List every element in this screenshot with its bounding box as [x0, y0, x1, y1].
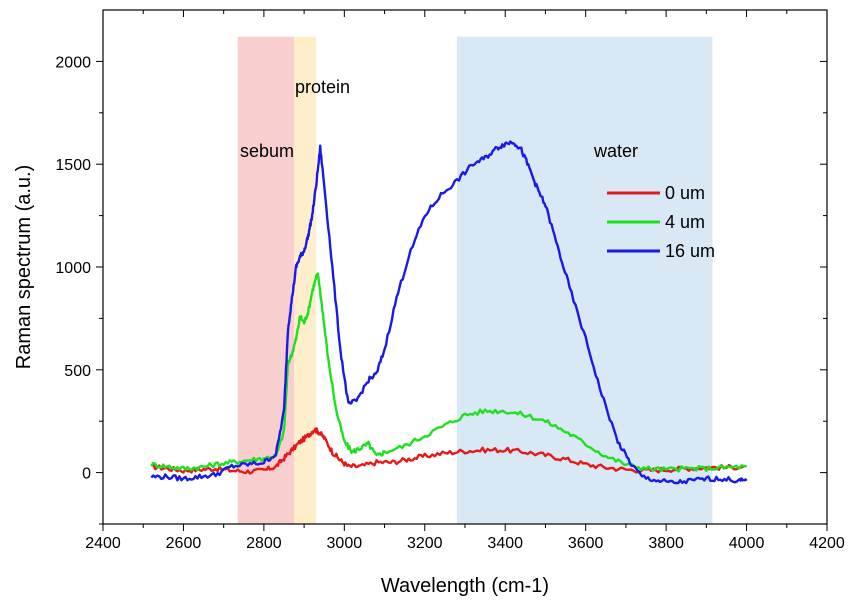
band-water: [456, 36, 713, 525]
x-tick-label: 2400: [85, 535, 121, 552]
y-tick-label: 0: [82, 466, 91, 483]
y-tick-label: 1500: [55, 157, 91, 174]
x-tick-label: 4200: [809, 535, 845, 552]
series-line-16um: [150, 140, 748, 485]
x-tick-label: 3200: [407, 535, 443, 552]
tick-labels: 2400 2600 2800 3000 3200 3400 3600 3800 4000 4200…: [55, 54, 844, 552]
x-tick-label: 3000: [327, 535, 363, 552]
band-sebum: [237, 36, 295, 525]
x-tick-label: 2800: [246, 535, 282, 552]
band-label-protein: protein: [295, 77, 350, 97]
y-tick-label: 500: [64, 363, 91, 380]
x-axis-title: Wavelength (cm-1): [381, 575, 549, 597]
series-lines: [150, 140, 748, 485]
series-line-0um: [151, 427, 747, 475]
x-tick-label: 4000: [729, 535, 765, 552]
x-tick-label: 3400: [487, 535, 523, 552]
x-tick-label: 3600: [568, 535, 604, 552]
band-label-sebum: sebum: [240, 141, 294, 161]
legend-label-0um: 0 um: [665, 183, 705, 203]
legend-label-4um: 4 um: [665, 212, 705, 232]
band-protein: [294, 36, 317, 525]
x-tick-label: 2600: [166, 535, 202, 552]
legend-label-16um: 16 um: [665, 241, 715, 261]
y-tick-label: 1000: [55, 260, 91, 277]
y-axis-title: Raman spectrum (a.u.): [13, 165, 35, 370]
band-label-water: water: [593, 141, 638, 161]
x-tick-label: 3800: [648, 535, 684, 552]
axis-ticks: [96, 10, 828, 531]
y-tick-label: 2000: [55, 54, 91, 71]
legend: 0 um 4 um 16 um: [607, 183, 715, 261]
